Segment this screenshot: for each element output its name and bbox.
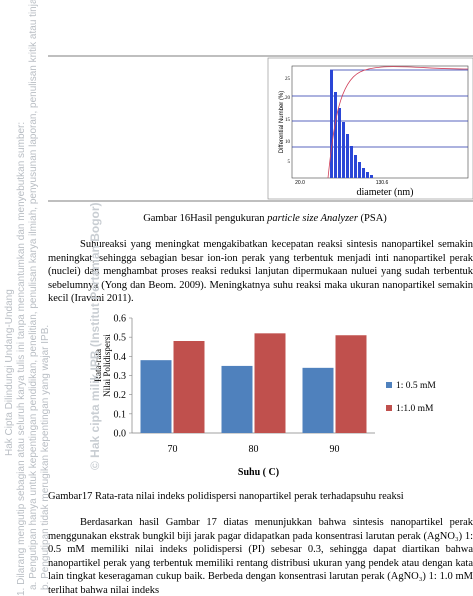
y-tick-label: 0.3 (114, 371, 127, 382)
psa-plot (291, 65, 469, 179)
legend-swatch (386, 405, 392, 411)
legend-label: 1:1.0 mM (396, 404, 434, 414)
y-tick-label: 0.5 (114, 333, 127, 344)
y-tick-label: 0.4 (114, 352, 127, 363)
watermark-line: b. Pengutipan tidak merugikan kepentinga… (40, 324, 51, 590)
psa-bars (330, 70, 373, 178)
bar (335, 335, 367, 433)
paragraph: Berdasarkan hasil Gambar 17 diatas menun… (48, 517, 473, 596)
x-tick-label: 80 (249, 444, 259, 455)
psa-y-tick: 25 (285, 77, 291, 82)
psa-y-tick: 10 (285, 140, 291, 145)
figure-caption: Gambar17 Rata-rata nilai indeks polidisp… (48, 491, 404, 502)
legend-swatch (386, 382, 392, 388)
x-tick-label: 90 (330, 444, 340, 455)
psa-guides (292, 69, 468, 148)
psa-y-label: Differential Number (%) (279, 91, 285, 154)
chart: 0.0 0.1 0.2 0.3 0.4 0.5 0.6 70 80 90 Rata-rataNila… (93, 314, 436, 479)
y-axis-title: Rata-rataNilai Polidispersi (93, 334, 112, 397)
y-tick-label: 0.2 (114, 390, 127, 401)
watermark-line: a. Pengutipan hanya untuk kepentingan pe… (28, 0, 39, 590)
bar (140, 360, 172, 433)
bar (302, 367, 334, 433)
psa-x-tick: 130.6 (376, 180, 389, 186)
psa-x-label: diameter (nm) (357, 187, 414, 198)
y-axis-title-line: Rata-rata (93, 349, 103, 382)
caption-italic: particle size Analyzer (266, 213, 359, 224)
watermark-line: 1. Dilarang mengutip sebagian atau selur… (16, 121, 27, 596)
watermark-owner: © Hak cipta milik IPB (Institut Pertania… (88, 202, 102, 470)
psa-x-tick: 20.0 (295, 180, 305, 186)
caption-text: Gambar 16Hasil pengukuran (143, 213, 267, 224)
y-axis-title-line: Nilai Polidispersi (102, 334, 112, 397)
psa-y-tick: 5 (288, 160, 291, 165)
psa-y-ticks: 25 20 15 10 5 (285, 77, 291, 165)
figure-caption: Gambar 16Hasil pengukuran particle size … (143, 213, 387, 224)
legend-label: 1: 0.5 mM (396, 381, 436, 391)
psa-y-tick: 20 (285, 96, 291, 101)
bar (173, 341, 205, 433)
caption-text: (PSA) (358, 213, 387, 224)
bar (254, 333, 286, 433)
paragraph: Suhureaksi yang meningkat mengakibatkan … (48, 239, 473, 305)
x-tick-label: 70 (168, 444, 178, 455)
watermark-title: Hak Cipta Dilindungi Undang-Undang (4, 289, 15, 456)
y-tick-label: 0.1 (114, 409, 127, 420)
y-tick-label: 0.0 (114, 429, 127, 440)
psa-curve (327, 66, 469, 179)
x-axis-title: Suhu ( C) (238, 467, 279, 478)
psa-y-tick: 15 (285, 118, 291, 123)
y-tick-label: 0.6 (114, 314, 127, 325)
bar (221, 365, 253, 433)
watermark: Hak Cipta Dilindungi Undang-Undang 1. Di… (4, 0, 52, 596)
